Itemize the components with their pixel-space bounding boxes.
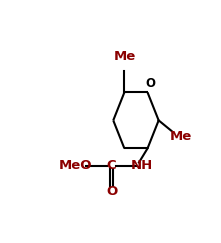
Text: Me: Me [170, 130, 192, 143]
Text: O: O [106, 185, 117, 198]
Text: O: O [146, 77, 156, 90]
Text: Me: Me [113, 50, 135, 62]
Text: C: C [107, 159, 116, 173]
Text: NH: NH [130, 159, 153, 173]
Text: MeO: MeO [59, 159, 92, 173]
